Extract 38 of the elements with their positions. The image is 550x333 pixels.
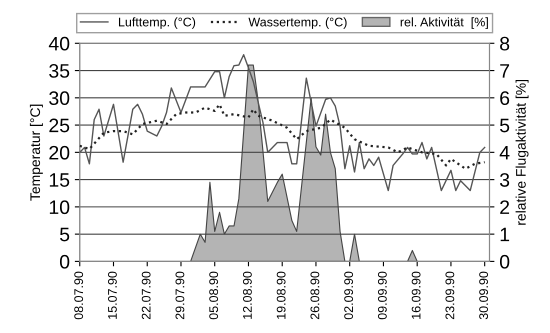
y2-tick-label: 2	[500, 200, 510, 214]
x-tick-label: 15.07.90	[108, 272, 117, 319]
y2-tick-label: 0	[500, 254, 510, 269]
x-tick-label: 22.07.90	[142, 272, 151, 320]
y-tick-label: 10	[50, 200, 70, 214]
legend-label: Wassertemp. (°C)	[248, 17, 347, 29]
y-tick-label: 35	[49, 64, 70, 78]
y2-axis-title: relative Flugaktivität [%]	[516, 80, 529, 225]
legend-label: Lufttemp. (°C)	[118, 17, 196, 29]
y-tick-label: 5	[60, 228, 70, 242]
y-tick-label: 40	[48, 36, 70, 51]
y2-tick-label: 3	[500, 173, 510, 187]
line-series	[80, 54, 486, 192]
y2-tick-label: 4	[500, 146, 510, 160]
x-tick-label: 09.09.90	[378, 272, 387, 320]
x-tick-label: 30.09.90	[479, 272, 488, 320]
y-tick-label: 30	[49, 91, 70, 106]
y-tick-label: 0	[60, 254, 70, 269]
y-tick-label: 15	[50, 173, 70, 187]
legend-label: rel. Aktivität [%]	[400, 17, 488, 29]
y2-tick-label: 7	[500, 64, 510, 78]
x-tick-label: 05.08.90	[209, 272, 218, 320]
x-tick-label: 23.09.90	[445, 272, 454, 320]
x-tick-label: 26.08.90	[310, 272, 320, 320]
line-series	[80, 103, 486, 170]
x-tick-label: 02.09.90	[344, 272, 354, 320]
x-tick-label: 16.09.90	[412, 272, 421, 319]
y2-tick-label: 8	[500, 36, 510, 51]
y-tick-label: 25	[49, 118, 70, 132]
y2-tick-label: 1	[500, 228, 510, 242]
y-tick-label: 20	[49, 146, 70, 160]
y2-tick-label: 5	[500, 118, 510, 132]
x-tick-label: 19.08.90	[276, 272, 286, 319]
x-tick-label: 12.08.90	[242, 272, 252, 319]
x-tick-label: 08.07.90	[74, 272, 84, 320]
y-axis-title: Temperatur [°C]	[30, 104, 43, 201]
x-tick-label: 29.07.90	[175, 272, 184, 320]
y2-tick-label: 6	[500, 91, 510, 106]
